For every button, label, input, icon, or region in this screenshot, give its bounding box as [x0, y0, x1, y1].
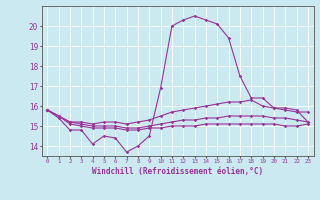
X-axis label: Windchill (Refroidissement éolien,°C): Windchill (Refroidissement éolien,°C)	[92, 167, 263, 176]
